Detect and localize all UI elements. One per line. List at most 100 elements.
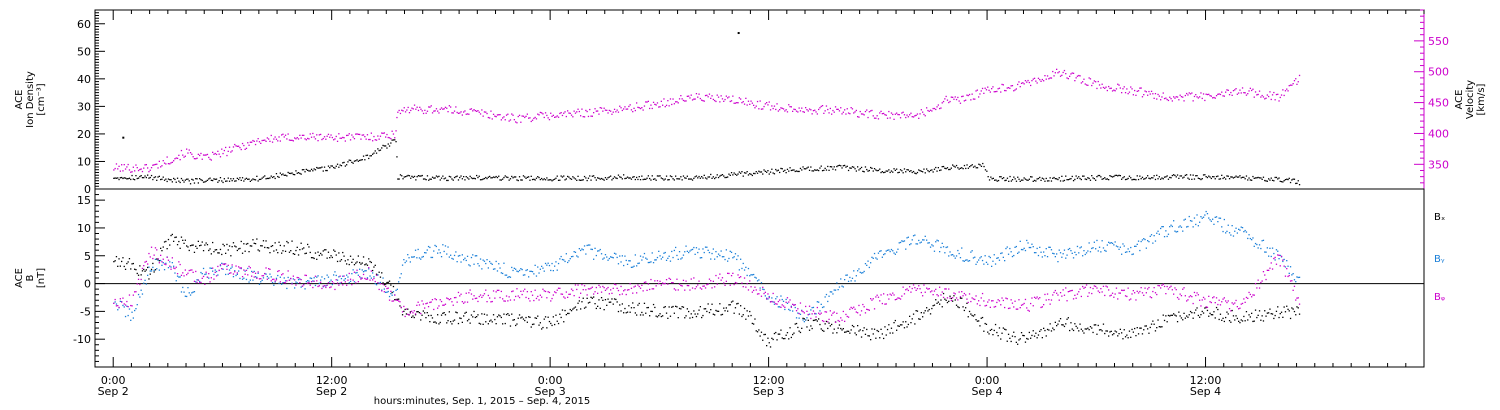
velocity-point xyxy=(490,110,492,112)
density-point xyxy=(1145,177,1147,179)
bx-point xyxy=(711,303,713,305)
by-point xyxy=(607,259,609,261)
velocity-point xyxy=(1260,96,1262,98)
by-point xyxy=(503,262,505,264)
bx-point xyxy=(286,240,288,243)
density-point xyxy=(401,175,403,177)
by-point xyxy=(1283,258,1285,261)
by-point xyxy=(612,257,614,259)
density-point xyxy=(189,183,192,185)
bx-point xyxy=(257,249,259,251)
field-left-tick-label: 0 xyxy=(84,278,91,291)
by-point xyxy=(144,279,146,281)
bx-point xyxy=(308,246,310,248)
bx-point xyxy=(192,244,194,246)
bx-point xyxy=(1166,321,1168,323)
velocity-point xyxy=(756,100,759,103)
velocity-point xyxy=(1014,89,1016,91)
density-point xyxy=(933,168,936,170)
by-point xyxy=(597,250,599,252)
bx-point xyxy=(1035,332,1037,334)
velocity-point xyxy=(634,109,636,112)
by-point xyxy=(717,253,720,255)
velocity-point xyxy=(1030,84,1032,87)
by-point xyxy=(652,262,655,264)
by-point xyxy=(1036,247,1038,250)
by-point xyxy=(234,270,236,272)
bz-point xyxy=(594,291,596,293)
by-point xyxy=(567,261,569,264)
bz-point xyxy=(448,299,450,301)
bx-point xyxy=(867,335,869,337)
velocity-point xyxy=(368,138,370,141)
bx-point xyxy=(763,333,765,336)
bz-point xyxy=(1251,296,1253,298)
velocity-point xyxy=(860,113,863,115)
velocity-point xyxy=(732,95,734,97)
velocity-point xyxy=(122,170,124,172)
density-point xyxy=(1000,176,1002,178)
density-point xyxy=(629,177,631,179)
velocity-point xyxy=(729,100,731,103)
by-point xyxy=(170,266,172,268)
by-point xyxy=(756,280,759,282)
by-point xyxy=(600,253,603,255)
bz-point xyxy=(390,290,392,292)
by-point xyxy=(1162,226,1164,228)
density-point xyxy=(131,174,133,177)
bx-point xyxy=(1110,330,1112,332)
bz-point xyxy=(1031,297,1033,299)
bx-point xyxy=(734,307,737,309)
bx-point xyxy=(301,248,304,250)
bx-point xyxy=(1160,326,1162,328)
density-point xyxy=(334,167,336,169)
velocity-point xyxy=(812,110,815,112)
bx-point xyxy=(281,252,283,254)
bz-point xyxy=(842,310,844,313)
by-point xyxy=(824,296,826,298)
velocity-point xyxy=(823,112,825,114)
density-point xyxy=(307,169,309,171)
density-point xyxy=(1095,179,1097,181)
bx-point xyxy=(336,260,339,263)
bz-point xyxy=(131,305,133,307)
by-point xyxy=(988,255,990,258)
density-point xyxy=(969,166,971,168)
bz-point xyxy=(180,274,183,276)
velocity-point xyxy=(162,160,164,162)
bx-point xyxy=(243,243,245,245)
bx-point xyxy=(784,337,786,340)
bz-point xyxy=(1166,285,1168,288)
by-point xyxy=(707,249,709,251)
bx-point xyxy=(703,308,705,310)
density-point xyxy=(525,177,527,179)
density-point xyxy=(429,178,431,180)
bx-point xyxy=(984,322,986,325)
density-point xyxy=(115,177,118,179)
velocity-point xyxy=(248,144,250,146)
x-tick-time-label: 0:00 xyxy=(975,374,1000,387)
bz-point xyxy=(265,267,267,269)
density-point xyxy=(143,177,145,179)
density-point xyxy=(720,174,722,176)
velocity-point xyxy=(868,111,870,113)
velocity-point xyxy=(767,104,769,106)
density-point xyxy=(632,176,634,178)
by-point xyxy=(658,250,660,252)
by-point xyxy=(388,295,391,298)
x-tick-time-label: 12:00 xyxy=(316,374,348,387)
density-point xyxy=(1100,176,1102,178)
bz-point xyxy=(613,283,616,285)
bz-point xyxy=(1046,293,1049,295)
by-point xyxy=(853,270,855,272)
density-point xyxy=(753,172,755,175)
bz-point xyxy=(1085,284,1088,286)
bx-point xyxy=(1187,316,1189,318)
bx-point xyxy=(811,327,813,330)
bx-point xyxy=(1101,330,1103,332)
velocity-point xyxy=(656,102,659,104)
velocity-point xyxy=(1000,91,1002,93)
bx-point xyxy=(959,297,962,299)
bx-point xyxy=(127,261,129,263)
bz-point xyxy=(166,256,168,258)
